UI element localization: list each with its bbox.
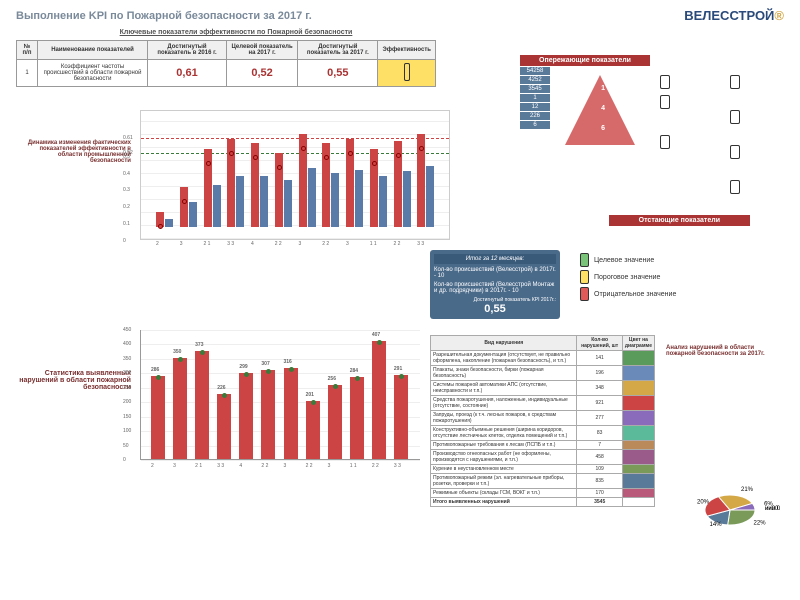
leading-header: Опережающие показатели bbox=[520, 55, 650, 66]
svg-text:20%: 20% bbox=[697, 499, 710, 505]
indicator bbox=[730, 145, 740, 159]
lagging-header: Отстающие показатели bbox=[609, 215, 750, 226]
svg-text:14%: 14% bbox=[710, 522, 723, 528]
indicator bbox=[660, 135, 670, 149]
violations-title: Анализ нарушений в области пожарной безо… bbox=[666, 345, 776, 357]
kpi-col: № п/п bbox=[17, 41, 38, 60]
tri-level: 6 bbox=[601, 125, 605, 132]
kpi-table: № п/п Наименование показателей Достигнут… bbox=[16, 40, 436, 87]
pie-chart: 22%14%20%21%6%иии0.01ии0.02 bbox=[680, 470, 780, 540]
kpi-col: Эффективность bbox=[378, 41, 436, 60]
kpi-cell: 0,61 bbox=[148, 60, 227, 87]
indicator bbox=[730, 75, 740, 89]
kpi-cell: 0,55 bbox=[298, 60, 378, 87]
pyramid-triangle bbox=[565, 75, 635, 145]
kpi-col: Достигнутый показатель за 2017 г. bbox=[298, 41, 378, 60]
svg-text:22%: 22% bbox=[754, 521, 767, 527]
logo: ВЕЛЕССТРОЙ® bbox=[684, 8, 784, 23]
kpi-eff bbox=[378, 60, 436, 87]
kpi-cell: Коэффициент частоты происшествий в облас… bbox=[38, 60, 148, 87]
violations-table: Вид нарушенияКол-во нарушений, штЦвет на… bbox=[430, 335, 655, 507]
chart1-label: Динамика изменения фактических показател… bbox=[16, 140, 131, 164]
kpi-cell: 0,52 bbox=[227, 60, 298, 87]
kpi-col: Наименование показателей bbox=[38, 41, 148, 60]
info-box: Итог за 12 месяцев: Кол-во происшествий … bbox=[430, 250, 560, 319]
page-title: Выполнение KPI по Пожарной безопасности … bbox=[16, 10, 312, 22]
kpi-col: Целевой показатель на 2017 г. bbox=[227, 41, 298, 60]
kpi-subtitle: Ключевые показатели эффективности по Пож… bbox=[16, 29, 456, 36]
legend: Целевое значениеПороговое значениеОтрица… bbox=[580, 250, 676, 304]
chart2-label: Статистика выявленных нарушений в област… bbox=[16, 370, 131, 391]
tri-level: 1 bbox=[601, 85, 605, 92]
kpi-col: Достигнутый показатель в 2016 г. bbox=[148, 41, 227, 60]
indicator bbox=[660, 75, 670, 89]
chart1: 00.10.20.30.40.50.520.61232 13 342 232 2… bbox=[140, 110, 450, 240]
svg-text:ии0.02: ии0.02 bbox=[765, 506, 780, 512]
indicator bbox=[730, 110, 740, 124]
kpi-cell: 1 bbox=[17, 60, 38, 87]
tri-level: 4 bbox=[601, 105, 605, 112]
indicator bbox=[660, 95, 670, 109]
indicator bbox=[730, 180, 740, 194]
svg-text:21%: 21% bbox=[741, 487, 754, 493]
chart2: 050100150200250300350400450286235033732 … bbox=[140, 330, 420, 460]
